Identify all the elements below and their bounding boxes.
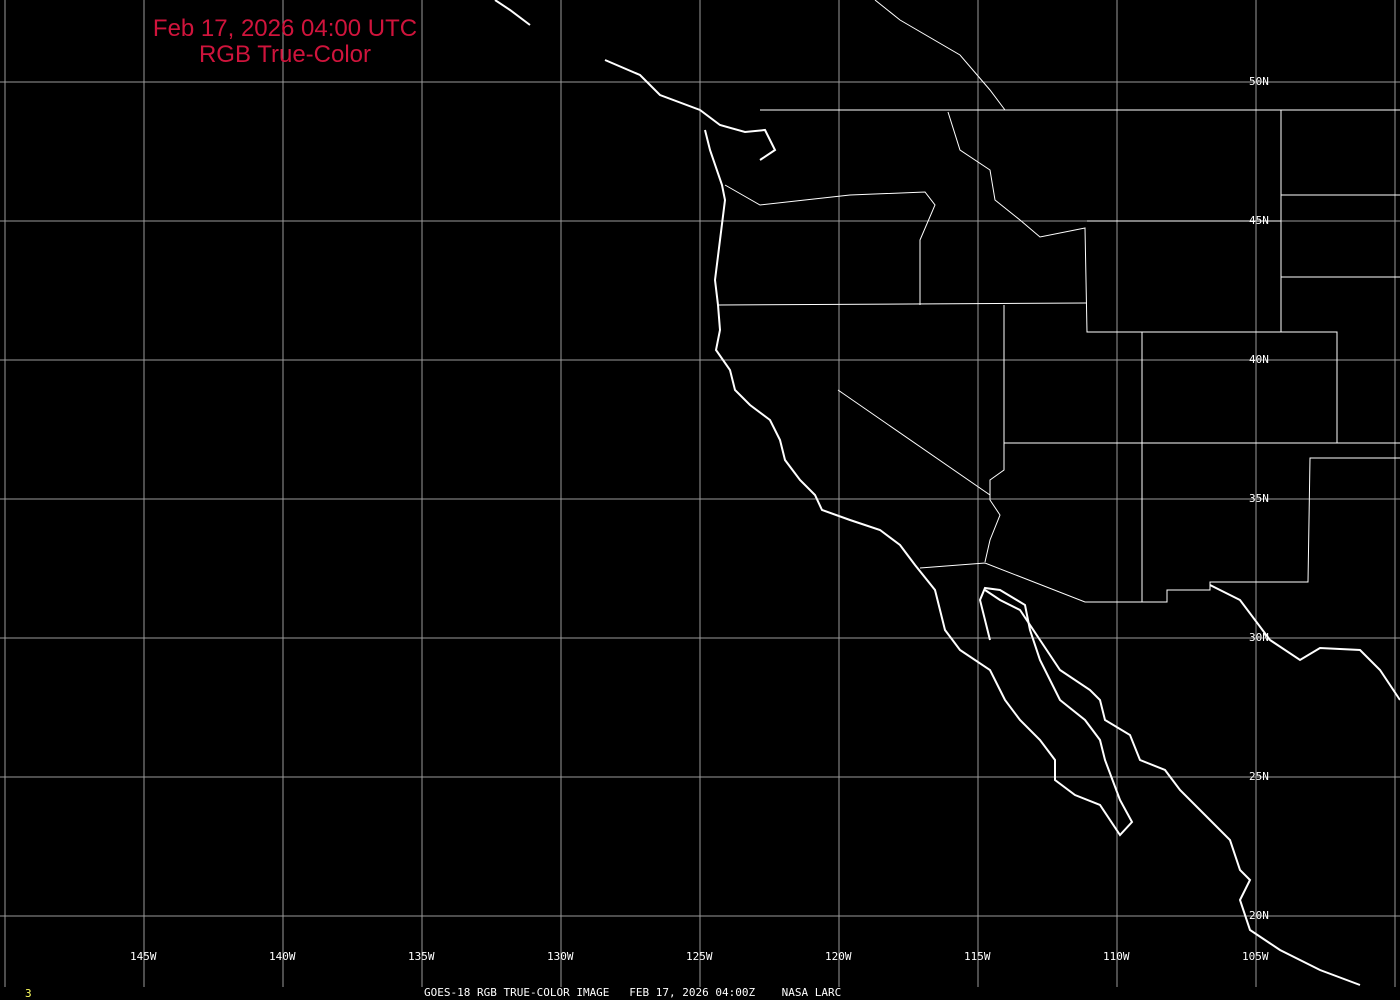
lon-label: 125W <box>686 950 713 963</box>
lon-label: 105W <box>1242 950 1269 963</box>
border-dakotas <box>1087 110 1282 333</box>
title-product: RGB True-Color <box>198 41 372 68</box>
coast-bc-north <box>494 0 531 26</box>
title-datetime: Feb 17, 2026 04:00 UTC <box>152 15 418 42</box>
lat-label: 45N <box>1249 214 1269 227</box>
lon-label: 140W <box>269 950 296 963</box>
lon-label: 135W <box>408 950 435 963</box>
coast-mexico-mainland <box>984 589 1361 986</box>
coast-gulf-of-mexico <box>1209 584 1400 701</box>
lat-label: 35N <box>1249 492 1269 505</box>
lon-label: 110W <box>1103 950 1130 963</box>
border-mexico <box>919 457 1400 603</box>
coast-bc <box>604 59 777 161</box>
lat-label: 30N <box>1249 631 1269 644</box>
lat-label: 20N <box>1249 909 1269 922</box>
border-or-south <box>717 302 1088 306</box>
coastline <box>494 0 1400 986</box>
border-ca-nv <box>837 389 991 496</box>
lon-label: 115W <box>964 950 991 963</box>
lat-label: 50N <box>1249 75 1269 88</box>
border-nv-ut <box>984 305 1005 563</box>
border-wa-or <box>724 184 936 305</box>
border-co <box>1142 331 1338 443</box>
state-borders <box>717 0 1400 603</box>
lon-label: 120W <box>825 950 852 963</box>
lon-label: 145W <box>130 950 157 963</box>
frame-number: 3 <box>25 987 32 1000</box>
lat-label: 25N <box>1249 770 1269 783</box>
coast-us-west <box>704 129 1134 837</box>
lat-label: 40N <box>1249 353 1269 366</box>
border-canada <box>874 0 1006 111</box>
footer-caption: GOES-18 RGB TRUE-COLOR IMAGE FEB 17, 202… <box>424 986 842 999</box>
border-id-mt <box>947 111 1142 333</box>
lon-label: 130W <box>547 950 574 963</box>
